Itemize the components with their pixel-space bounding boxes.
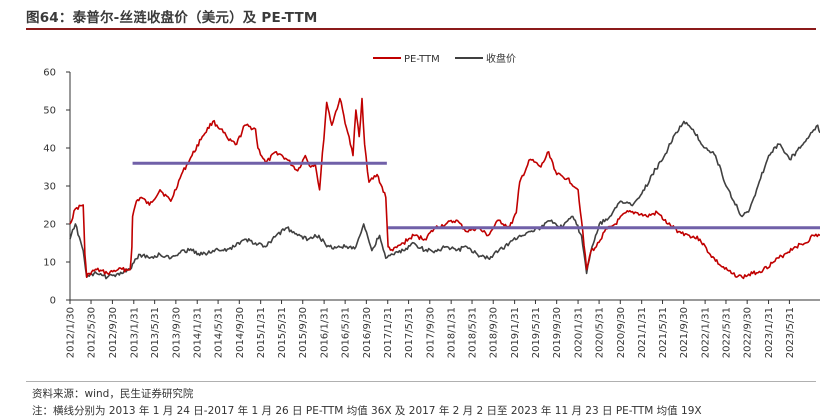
- y-tick-label: 40: [43, 144, 56, 155]
- x-tick-label: 2018/9/30: [489, 307, 500, 358]
- x-tick-label: 2023/5/31: [785, 307, 796, 358]
- x-tick-label: 2012/9/30: [108, 307, 119, 358]
- x-tick-label: 2020/5/31: [595, 307, 606, 358]
- x-tick-label: 2018/1/31: [447, 307, 458, 358]
- x-tick-label: 2022/5/31: [721, 307, 732, 358]
- title-rule: [26, 28, 816, 30]
- figure-title: 图64：泰普尔-丝涟收盘价（美元）及 PE-TTM: [26, 10, 318, 26]
- x-tick-label: 2016/5/31: [341, 307, 352, 358]
- x-tick-label: 2019/5/31: [531, 307, 542, 358]
- x-tick-label: 2022/9/30: [743, 307, 754, 358]
- y-tick-label: 0: [50, 296, 56, 307]
- x-tick-label: 2014/9/30: [235, 307, 246, 358]
- note-text: 注：横线分别为 2013 年 1 月 24 日-2017 年 1 月 26 日 …: [32, 405, 702, 417]
- x-tick-label: 2017/1/31: [383, 307, 394, 358]
- x-tick-label: 2013/9/30: [171, 307, 182, 358]
- y-tick-label: 50: [43, 106, 56, 117]
- x-tick-label: 2013/5/31: [150, 307, 161, 358]
- x-tick-label: 2015/5/31: [277, 307, 288, 358]
- pe-ttm-line: [69, 97, 820, 280]
- x-tick-label: 2014/5/31: [214, 307, 225, 358]
- x-tick-label: 2016/1/31: [320, 307, 331, 358]
- legend-label-close-price: 收盘价: [486, 52, 516, 65]
- legend-label-pe-ttm: PE-TTM: [404, 54, 440, 65]
- x-tick-label: 2021/9/30: [679, 307, 690, 358]
- bottom-rule: [26, 381, 816, 382]
- y-tick-label: 30: [43, 182, 56, 193]
- y-tick-label: 60: [43, 68, 56, 79]
- source-text: 资料来源：wind，民生证券研究院: [32, 388, 194, 400]
- x-tick-label: 2022/1/31: [701, 307, 712, 358]
- x-tick-label: 2020/9/30: [616, 307, 627, 358]
- x-tick-label: 2017/9/30: [425, 307, 436, 358]
- x-tick-label: 2017/5/31: [404, 307, 415, 358]
- x-tick-label: 2019/1/31: [510, 307, 521, 358]
- x-tick-label: 2018/5/31: [468, 307, 479, 358]
- x-tick-label: 2021/1/31: [637, 307, 648, 358]
- x-tick-label: 2015/1/31: [256, 307, 267, 358]
- x-tick-label: 2021/5/31: [658, 307, 669, 358]
- legend: PE-TTM 收盘价: [373, 52, 516, 65]
- y-tick-label: 20: [43, 220, 56, 231]
- close-price-line: [69, 120, 820, 280]
- x-tick-label: 2014/1/31: [193, 307, 204, 358]
- x-tick-label: 2015/9/30: [298, 307, 309, 358]
- x-tick-label: 2016/9/30: [362, 307, 373, 358]
- x-tick-label: 2013/1/31: [129, 307, 140, 358]
- y-tick-label: 10: [43, 258, 56, 269]
- x-tick-label: 2012/1/30: [66, 307, 77, 358]
- line-chart: 0 10 20 30 40 50 60 2012/1/30 2012/5/30 2012/9/30…: [43, 52, 820, 358]
- x-tick-label: 2020/1/31: [574, 307, 585, 358]
- x-tick-label: 2019/9/30: [552, 307, 563, 358]
- x-tick-label: 2023/1/31: [764, 307, 775, 358]
- x-tick-label: 2012/5/30: [87, 307, 98, 358]
